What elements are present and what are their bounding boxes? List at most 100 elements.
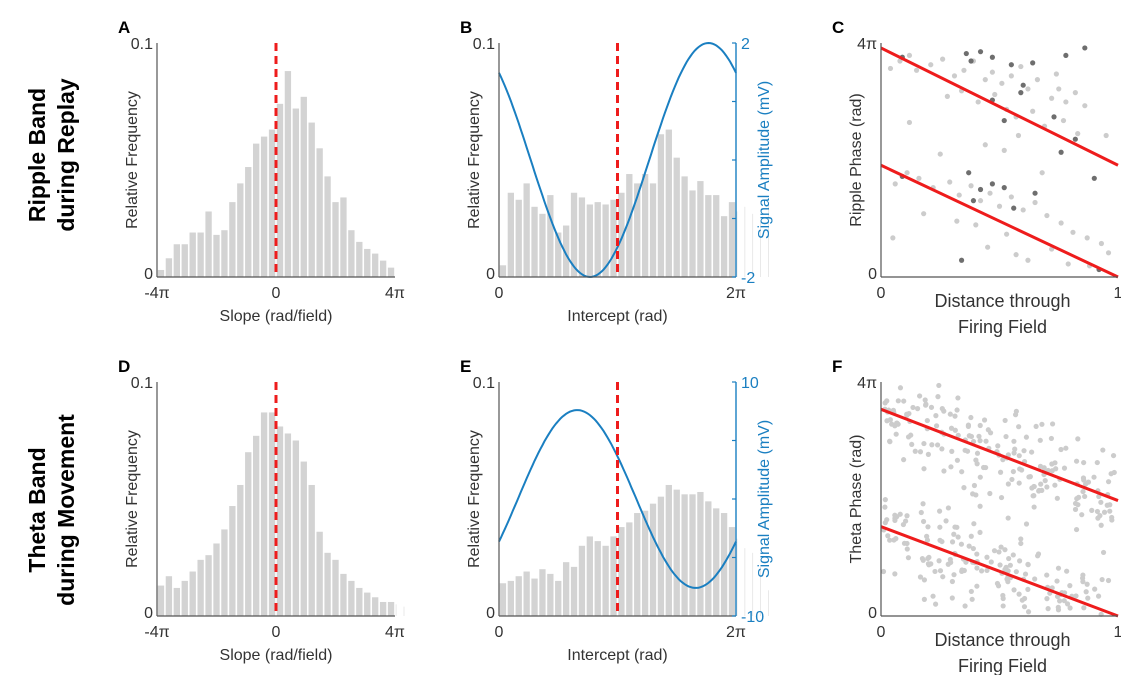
scatter-point (971, 521, 977, 527)
scatter-point (941, 468, 947, 474)
scatter-point (1038, 481, 1044, 487)
scatter-point (1015, 132, 1022, 139)
scatter-point (1055, 607, 1062, 613)
y-axis-label: Ripple Phase (rad) (848, 93, 865, 226)
scatter-point (952, 413, 958, 419)
histogram-bar (356, 587, 363, 616)
histogram-bars (157, 412, 405, 616)
histogram-bar (602, 545, 609, 616)
histogram-bar (308, 484, 315, 616)
scatter-point (1056, 86, 1062, 92)
scatter-point (969, 596, 975, 602)
scatter-point (1049, 461, 1055, 467)
histogram-bar (356, 241, 363, 277)
scatter-point (1008, 194, 1014, 200)
histogram-bar (205, 555, 212, 616)
scatter-point (987, 190, 993, 196)
scatter-point (977, 474, 983, 480)
histogram-bar (364, 592, 371, 616)
scatter-point (920, 557, 926, 563)
scatter-point (930, 593, 936, 599)
panel-label-a: A (118, 18, 130, 37)
scatter-point (962, 447, 968, 453)
scatter-point (1073, 458, 1080, 464)
histogram-bar (681, 494, 688, 616)
histogram-bar (515, 199, 522, 277)
scatter-point (910, 404, 916, 411)
scatter-point (1018, 536, 1024, 542)
scatter-point (947, 179, 953, 185)
histogram-bar (260, 136, 268, 277)
row-label-theta-line2: during Movement (53, 414, 79, 606)
histogram-bar (364, 248, 371, 277)
scatter-point (1061, 465, 1068, 471)
scatter-point (895, 421, 901, 427)
scatter-point (976, 433, 982, 439)
scatter-point (1049, 95, 1055, 101)
histogram-bar (547, 573, 554, 616)
scatter-point (895, 398, 901, 404)
scatter-point (1094, 508, 1101, 515)
y2-tick-label: 2 (741, 36, 750, 53)
axes: 0 2π 0 0.1 -2 2 Signal Amplitude (mV) Relative … (466, 36, 773, 325)
histogram-bar (594, 541, 601, 616)
scatter-point (955, 395, 961, 401)
panel-d: D -4π 0 4π 0 0.1 Relative Frequency Slope (rad/… (118, 357, 405, 664)
scatter-point (1001, 117, 1007, 124)
scatter-point (1020, 207, 1026, 213)
scatter-point (893, 431, 899, 437)
scatter-point (1067, 583, 1073, 589)
histogram-bars (499, 129, 769, 277)
scatter-point (1019, 467, 1025, 473)
scatter-point (923, 401, 929, 407)
scatter-point (925, 451, 931, 457)
scatter-point (1054, 578, 1060, 584)
histogram-bars (499, 484, 769, 616)
scatter-point (998, 544, 1004, 550)
histogram-bar (181, 244, 188, 277)
scatter-point (1105, 250, 1112, 256)
histogram-bar (157, 269, 165, 277)
scatter-point (903, 518, 909, 524)
scatter-point (1060, 117, 1067, 124)
scatter-point (1051, 114, 1057, 120)
scatter-point (939, 446, 945, 452)
histogram-bar (276, 426, 284, 616)
scatter-point (892, 181, 898, 187)
scatter-point (1016, 480, 1022, 486)
scatter-point (890, 235, 896, 241)
scatter-point (905, 555, 912, 561)
scatter-point (1063, 99, 1069, 105)
scatter-point (944, 93, 950, 99)
histogram-bar (641, 174, 649, 277)
scatter-point (949, 595, 955, 601)
scatter-point (943, 518, 949, 524)
fit-line-2 (880, 163, 1119, 279)
histogram-bar (213, 234, 220, 277)
scatter-point (1044, 484, 1050, 490)
scatter-point (933, 413, 939, 419)
scatter-point (887, 65, 894, 72)
scatter-point (1034, 77, 1041, 83)
scatter-point (961, 567, 967, 574)
scatter-point (1016, 453, 1022, 459)
panel-f: F 0 1 0 4π Theta Phase (rad) Distance through F… (832, 357, 1121, 675)
scatter-point (1000, 457, 1006, 463)
histogram-bar (689, 190, 696, 277)
histogram-bar (713, 195, 720, 277)
scatter-point (885, 533, 891, 539)
scatter-point (1049, 421, 1056, 427)
axes: -4π 0 4π 0 0.1 Relative Frequency Slope (rad/f… (124, 36, 405, 325)
scatter-point (935, 394, 941, 400)
histogram-bar (372, 253, 379, 277)
histogram-bar (499, 265, 507, 277)
row-label-ripple: Ripple Band during Replay (24, 78, 79, 232)
scatter-point (1084, 581, 1090, 587)
x-tick-label: 4π (385, 624, 405, 641)
scatter-point (977, 49, 984, 55)
histogram-bar (260, 412, 268, 616)
scatter-point (1058, 149, 1064, 155)
scatter-point (1079, 512, 1085, 518)
scatter-point (951, 572, 957, 578)
histogram-bar (531, 206, 538, 277)
